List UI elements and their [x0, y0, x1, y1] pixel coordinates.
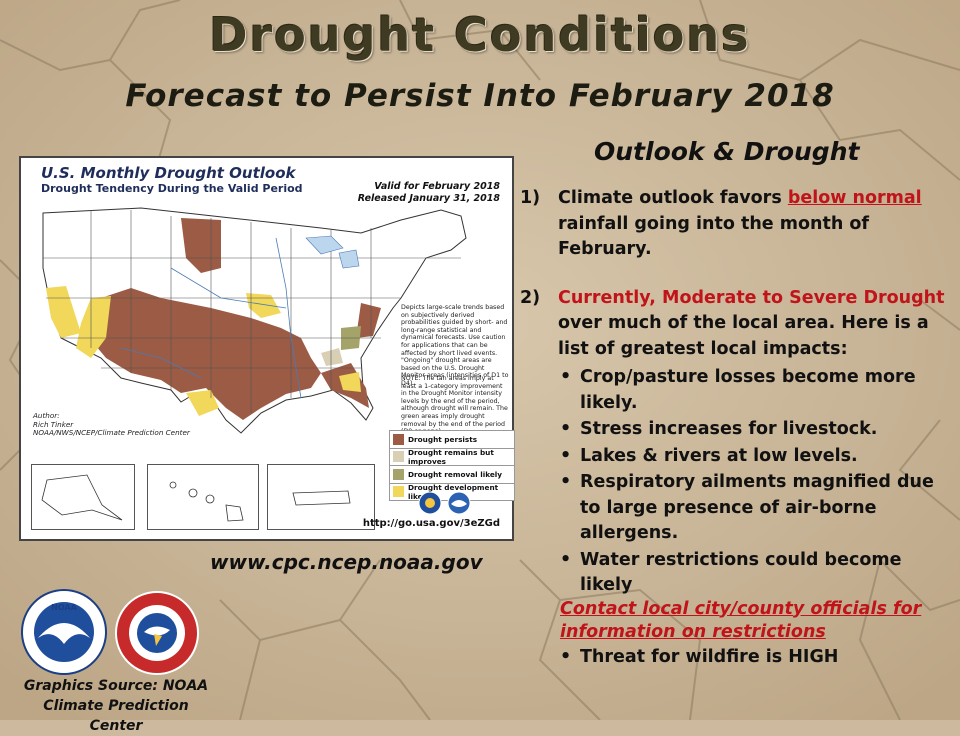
map-valid-dates: Valid for February 2018 Released January… [358, 181, 500, 205]
bullet-1: • [560, 419, 572, 439]
map-agency-logos [418, 491, 471, 515]
map-subtitle: Drought Tendency During the Valid Period [41, 182, 303, 195]
point-2: 2) Currently, Moderate to Severe Drought… [520, 286, 950, 363]
point-1-number: 1) [520, 188, 541, 208]
map-note-description: Depicts large-scale trends based on subj… [401, 304, 509, 387]
list-item: • Stress increases for livestock. [558, 417, 950, 443]
list-item: • Lakes & rivers at low levels. [558, 444, 950, 470]
graphics-source-line2: Climate Prediction Center [43, 698, 189, 734]
map-valid-period: Valid for February 2018 [374, 181, 500, 192]
point-1-text-b: rainfall going into the month of Februar… [558, 213, 870, 260]
impact-4: Water restrictions could become likely [580, 549, 902, 596]
list-item: • Crop/pasture losses become more likely. [558, 365, 950, 416]
below-normal-highlight: below normal [787, 188, 922, 208]
drought-severity-highlight: Currently, Moderate to Severe Drought [558, 287, 945, 308]
list-item: • Water restrictions could become likely [558, 548, 950, 599]
legend-label-development: Drought development likely [408, 482, 499, 501]
point-2-number: 2) [520, 287, 541, 308]
section-heading: Outlook & Drought [594, 137, 860, 166]
legend-label-removal: Drought removal likely [408, 469, 503, 479]
bullet-5: • [560, 646, 572, 667]
map-author-name: Rich Tinker [33, 419, 74, 429]
map-released-date: Released January 31, 2018 [357, 193, 500, 204]
nws-logo [115, 591, 199, 675]
legend-swatch-persists [393, 433, 404, 445]
slide-title: Drought Conditions [209, 8, 751, 62]
impact-2: Lakes & rivers at low levels. [580, 445, 858, 466]
point-2-text-b: over much of the local area. Here is a l… [558, 313, 929, 359]
legend-item-improves: Drought remains but improves [389, 447, 515, 466]
outlook-text-panel: 1) Climate outlook favors below normal r… [520, 186, 950, 671]
legend-item-development: Drought development likely [389, 482, 515, 501]
noaa-logo: NOAA [21, 589, 107, 675]
impact-3: Respiratory ailments magnified due to la… [580, 472, 934, 543]
us-map-graphic [42, 207, 467, 434]
map-author: Author: Rich Tinker NOAA/NWS/NCEP/Climat… [33, 411, 190, 438]
legend-swatch-improves [393, 451, 404, 463]
bullet-2: • [560, 445, 572, 466]
list-item: • Respiratory ailments magnified due to l… [558, 470, 950, 547]
impacts-list: • Crop/pasture losses become more likely.… [520, 365, 950, 599]
impact-0: Crop/pasture losses become more likely. [580, 367, 916, 413]
point-1: 1) Climate outlook favors below normal r… [520, 186, 950, 263]
drought-outlook-map: U.S. Monthly Drought Outlook Drought Ten… [19, 156, 515, 541]
bullet-0: • [560, 367, 572, 387]
impacts-list-last: • Threat for wildfire is HIGH [520, 645, 950, 671]
legend-swatch-removal [393, 468, 404, 480]
puerto-rico-inset [267, 464, 375, 530]
impact-wildfire: Threat for wildfire is HIGH [580, 646, 839, 667]
slide-subtitle: Forecast to Persist Into February 2018 [125, 78, 835, 114]
legend-label-persists: Drought persists [408, 434, 478, 444]
map-legend: Drought persists Drought remains but imp… [389, 430, 515, 501]
contact-officials-link[interactable]: Contact local city/county officials for … [560, 598, 922, 642]
graphics-source: Graphics Source: NOAA Climate Prediction… [16, 676, 216, 736]
graphics-source-line1: Graphics Source: NOAA [23, 678, 209, 694]
legend-label-improves: Drought remains but improves [408, 447, 494, 466]
hawaii-inset [147, 464, 259, 530]
bullet-3: • [560, 472, 572, 492]
bullet-4: • [560, 549, 572, 570]
noaa-logo-text: NOAA [51, 603, 77, 612]
map-url[interactable]: http://go.usa.gov/3eZGd [362, 518, 500, 529]
legend-item-removal: Drought removal likely [389, 465, 515, 484]
map-author-org: NOAA/NWS/NCEP/Climate Prediction Center [33, 428, 190, 438]
map-title: U.S. Monthly Drought Outlook [41, 164, 296, 182]
legend-swatch-development [393, 486, 404, 498]
alaska-inset [31, 464, 135, 530]
map-author-label: Author: [33, 411, 60, 420]
impact-1: Stress increases for livestock. [580, 419, 878, 439]
legend-item-persists: Drought persists [389, 430, 515, 449]
list-item: • Threat for wildfire is HIGH [558, 645, 950, 671]
point-1-text-a: Climate outlook favors [558, 188, 788, 208]
map-note-tan-areas: NOTE: The tan areas imply at least a 1-c… [401, 375, 508, 435]
cpc-website-link[interactable]: www.cpc.ncep.noaa.gov [210, 550, 483, 574]
